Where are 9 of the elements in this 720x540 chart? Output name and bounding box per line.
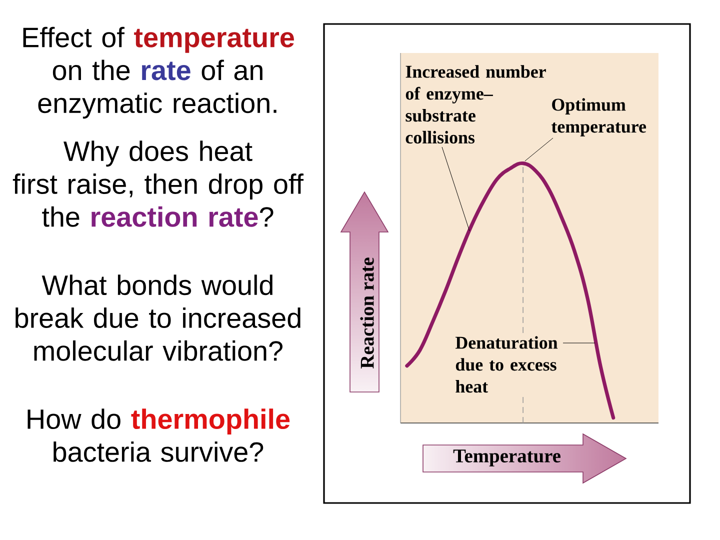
- text: Increased number of enzyme– substrate collisions: [406, 65, 546, 144]
- text: How do thermophile bacteria survive?: [28, 408, 290, 462]
- text: Effect of temperature on the rate of an enzymatic reaction.: [23, 26, 294, 119]
- y-axis-title: Reaction rate: [360, 258, 374, 368]
- text: What bonds would break due to increased molecular vibration?: [16, 274, 300, 361]
- annotation: Denaturation due to excess heat: [456, 336, 558, 393]
- x-axis-title: Temperature: [453, 450, 560, 466]
- text: Why does heat first raise, then drop off the reaction rate?: [12, 140, 304, 227]
- text: Optimum temperature: [551, 98, 646, 136]
